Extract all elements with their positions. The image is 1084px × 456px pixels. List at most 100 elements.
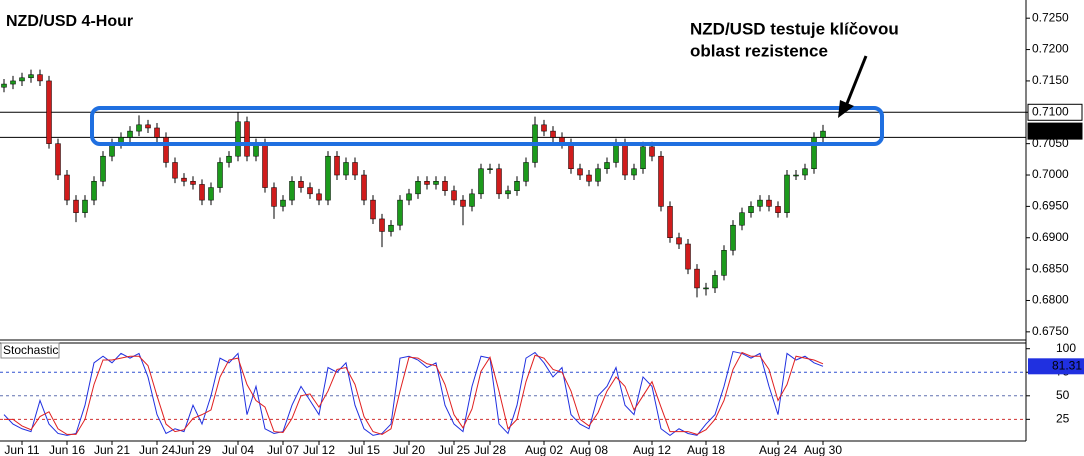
y-tick-label: 0.7200 xyxy=(1032,42,1069,56)
candle-body xyxy=(163,137,169,163)
candle-body xyxy=(226,155,232,163)
candle-body xyxy=(397,199,403,226)
candle-body xyxy=(469,193,475,207)
candle-body xyxy=(676,237,682,245)
candle-body xyxy=(208,187,214,201)
indicator-title: Stochastic xyxy=(3,343,58,357)
candle-body xyxy=(379,218,385,232)
candle-body xyxy=(640,146,646,169)
candle-body xyxy=(595,168,601,182)
candle-body xyxy=(406,193,412,201)
candle-body xyxy=(460,199,466,207)
candle-body xyxy=(352,162,358,176)
candle-body xyxy=(739,212,745,226)
candle-body xyxy=(784,174,790,213)
candle-body xyxy=(496,168,502,195)
price-label: 0.7100 xyxy=(1032,104,1069,118)
candle-body xyxy=(343,162,349,176)
candle-body xyxy=(550,130,556,138)
candle-body xyxy=(811,137,817,169)
y-tick-label: 0.6750 xyxy=(1032,324,1069,338)
x-tick-label: Jul 15 xyxy=(348,443,380,456)
candle-body xyxy=(568,143,574,169)
x-tick-label: Jul 12 xyxy=(303,443,335,456)
y-tick-label: 0.7150 xyxy=(1032,73,1069,87)
price-label: 0.7070 xyxy=(1032,123,1069,137)
candle-body xyxy=(10,80,16,85)
candle-body xyxy=(298,181,304,188)
stochastic-line xyxy=(4,351,824,435)
candle-body xyxy=(271,187,277,207)
candle-body xyxy=(505,190,511,195)
candle-body xyxy=(514,181,520,191)
candle-body xyxy=(622,143,628,176)
candle-body xyxy=(433,181,439,185)
candle-body xyxy=(541,124,547,132)
candle-body xyxy=(523,162,529,182)
candle-body xyxy=(451,190,457,201)
candle-body xyxy=(370,199,376,220)
candle-body xyxy=(748,206,754,213)
x-tick-label: Jun 16 xyxy=(49,443,85,456)
candle-body xyxy=(712,275,718,289)
candle-body xyxy=(55,143,61,176)
candle-body xyxy=(64,174,70,201)
candle-body xyxy=(775,206,781,213)
candle-body xyxy=(730,224,736,251)
candle-body xyxy=(766,199,772,207)
candle-body xyxy=(802,168,808,176)
x-tick-label: Jul 25 xyxy=(438,443,470,456)
candle-body xyxy=(145,124,151,129)
x-tick-label: Jul 07 xyxy=(267,443,299,456)
chart-title: NZD/USD 4-Hour xyxy=(6,13,133,30)
candle-body xyxy=(46,80,52,144)
candle-body xyxy=(262,143,268,188)
candle-body xyxy=(793,174,799,177)
candle-body xyxy=(685,243,691,270)
annotation: NZD/USD testuje klíčovou xyxy=(690,19,899,38)
annotation-arrow xyxy=(844,55,868,107)
candle-body xyxy=(334,155,340,176)
annotation: oblast rezistence xyxy=(690,41,828,60)
x-tick-label: Jun 29 xyxy=(175,443,211,456)
y-tick-label: 100 xyxy=(1056,341,1076,355)
candle-body xyxy=(649,146,655,157)
candle-body xyxy=(172,162,178,179)
candle-body xyxy=(478,168,484,195)
candle-body xyxy=(658,155,664,207)
candle-body xyxy=(82,199,88,213)
candle-body xyxy=(217,162,223,188)
candle-body xyxy=(604,162,610,169)
x-tick-label: Jul 28 xyxy=(474,443,506,456)
candle-body xyxy=(415,181,421,195)
candle-body xyxy=(703,287,709,290)
candle-body xyxy=(127,130,133,138)
y-tick-label: 25 xyxy=(1056,412,1070,426)
x-tick-label: Aug 08 xyxy=(570,443,608,456)
candle-body xyxy=(424,181,430,185)
candle-body xyxy=(136,124,142,132)
candle-body xyxy=(73,199,79,213)
y-tick-label: 0.6850 xyxy=(1032,261,1069,275)
candle-body xyxy=(91,181,97,201)
candle-body xyxy=(721,250,727,276)
candle-body xyxy=(820,130,826,138)
candle-body xyxy=(37,74,43,82)
candle-body xyxy=(361,174,367,201)
x-tick-label: Jul 04 xyxy=(222,443,254,456)
plot-layer: 0.72500.72000.71500.71000.70500.70000.69… xyxy=(0,10,1084,456)
candle-body xyxy=(19,77,25,82)
candle-body xyxy=(289,181,295,201)
candle-body xyxy=(577,168,583,176)
candle-body xyxy=(199,184,205,201)
candle-body xyxy=(28,74,34,79)
candle-body xyxy=(280,199,286,207)
y-tick-label: 0.6800 xyxy=(1032,293,1069,307)
candle-body xyxy=(316,193,322,201)
x-tick-label: Jun 21 xyxy=(94,443,130,456)
x-tick-label: Jul 20 xyxy=(393,443,425,456)
candle-body xyxy=(325,155,331,201)
arrowhead xyxy=(838,100,854,118)
